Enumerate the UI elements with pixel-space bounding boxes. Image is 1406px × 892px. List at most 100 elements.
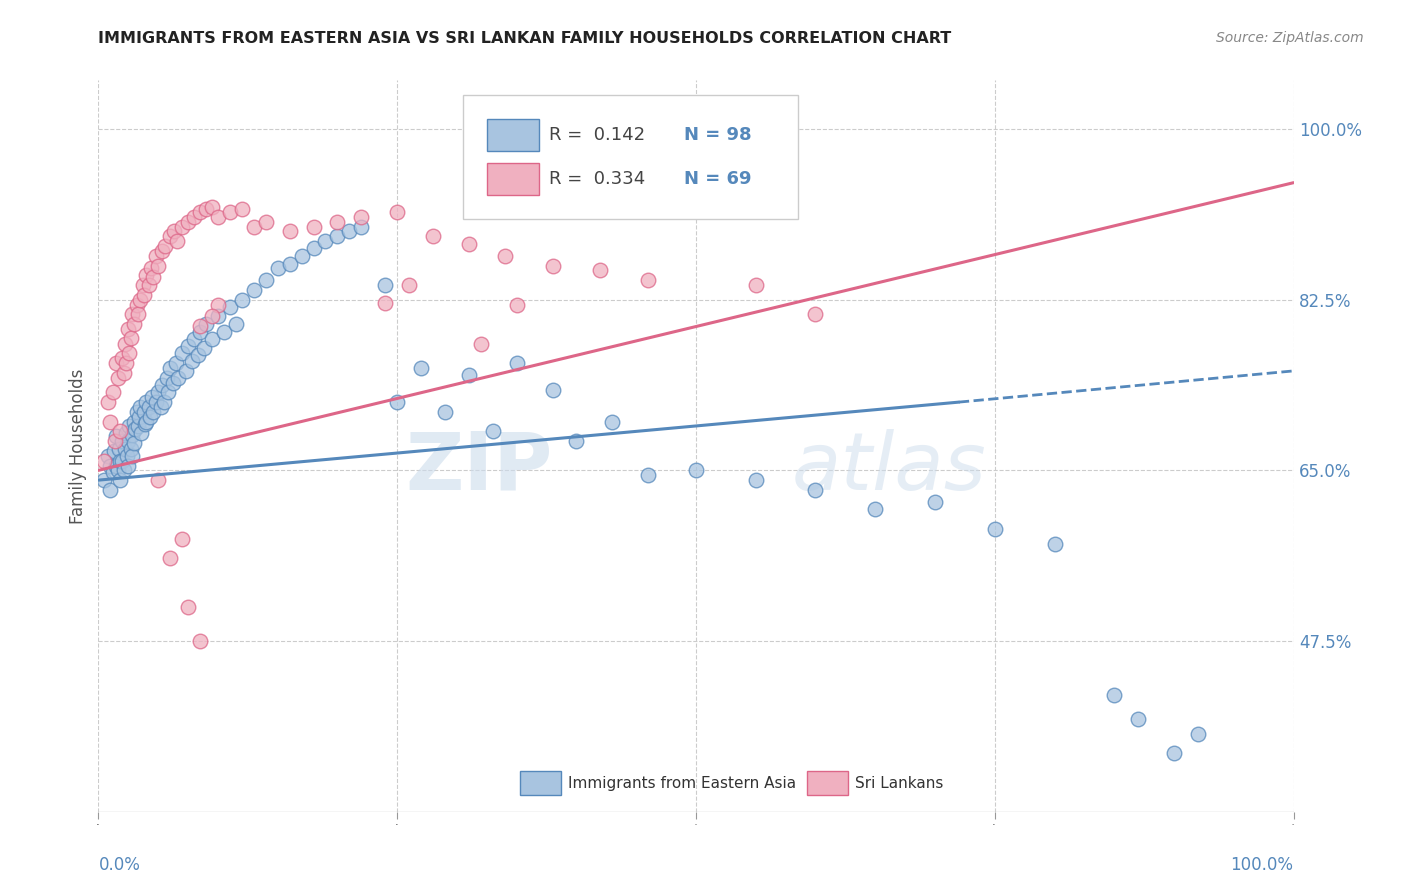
Point bbox=[225, 317, 247, 331]
Point bbox=[127, 307, 149, 321]
Point bbox=[302, 219, 325, 234]
Point bbox=[163, 224, 186, 238]
Point bbox=[124, 415, 146, 429]
Point bbox=[589, 263, 612, 277]
Point bbox=[107, 463, 129, 477]
Point bbox=[139, 260, 162, 275]
Point bbox=[411, 361, 433, 376]
FancyBboxPatch shape bbox=[486, 163, 540, 195]
Point bbox=[166, 234, 188, 248]
Point bbox=[148, 385, 170, 400]
Point bbox=[231, 202, 253, 216]
Text: Immigrants from Eastern Asia: Immigrants from Eastern Asia bbox=[568, 776, 796, 790]
Point bbox=[193, 342, 215, 356]
Point bbox=[111, 351, 134, 366]
Point bbox=[114, 336, 136, 351]
Point bbox=[243, 219, 266, 234]
Point bbox=[177, 599, 200, 614]
Point bbox=[339, 224, 360, 238]
Point bbox=[315, 234, 337, 248]
Point bbox=[470, 336, 492, 351]
Point bbox=[150, 377, 173, 392]
Point bbox=[433, 405, 456, 419]
Point bbox=[107, 370, 129, 384]
Point bbox=[111, 453, 134, 467]
Point bbox=[117, 434, 139, 449]
Point bbox=[326, 229, 349, 244]
Point bbox=[132, 405, 155, 419]
Point bbox=[155, 239, 177, 253]
Point bbox=[125, 405, 148, 419]
Point bbox=[98, 458, 122, 473]
FancyBboxPatch shape bbox=[520, 772, 561, 795]
Point bbox=[121, 428, 143, 442]
Point bbox=[131, 426, 153, 441]
Point bbox=[134, 417, 156, 431]
Point bbox=[108, 425, 131, 439]
Point bbox=[201, 200, 224, 214]
Point bbox=[149, 400, 172, 414]
Point bbox=[118, 346, 141, 360]
Point bbox=[172, 219, 194, 234]
Point bbox=[278, 224, 301, 238]
Point bbox=[291, 249, 314, 263]
Point bbox=[115, 356, 138, 370]
Point bbox=[124, 436, 146, 450]
Point bbox=[118, 419, 141, 434]
Point bbox=[159, 229, 181, 244]
Point bbox=[115, 426, 138, 441]
Point bbox=[153, 395, 176, 409]
Point bbox=[135, 395, 157, 409]
Point bbox=[458, 237, 481, 252]
Point bbox=[159, 551, 181, 566]
Point bbox=[565, 434, 588, 449]
Point bbox=[1102, 688, 1125, 702]
Text: Sri Lankans: Sri Lankans bbox=[855, 776, 943, 790]
FancyBboxPatch shape bbox=[807, 772, 848, 795]
Point bbox=[924, 494, 946, 508]
Point bbox=[162, 376, 184, 390]
Point bbox=[398, 278, 420, 293]
Text: Source: ZipAtlas.com: Source: ZipAtlas.com bbox=[1216, 31, 1364, 45]
Point bbox=[350, 219, 373, 234]
Point bbox=[105, 458, 128, 473]
Point bbox=[188, 205, 211, 219]
Point bbox=[120, 442, 142, 456]
Point bbox=[207, 297, 229, 311]
Point bbox=[374, 278, 396, 293]
Point bbox=[105, 356, 128, 370]
Text: N = 98: N = 98 bbox=[685, 126, 752, 145]
Point bbox=[139, 409, 162, 424]
Point bbox=[207, 210, 229, 224]
Point bbox=[194, 202, 218, 216]
Point bbox=[219, 300, 242, 314]
Point bbox=[385, 395, 409, 409]
Point bbox=[745, 278, 768, 293]
Point bbox=[984, 522, 1007, 536]
Point bbox=[112, 366, 135, 380]
Point bbox=[165, 356, 187, 370]
Text: atlas: atlas bbox=[792, 429, 987, 507]
Point bbox=[219, 205, 242, 219]
Point bbox=[97, 395, 120, 409]
Point bbox=[804, 307, 827, 321]
Point bbox=[135, 268, 157, 283]
Point bbox=[541, 259, 564, 273]
Point bbox=[167, 370, 190, 384]
Point bbox=[145, 395, 167, 409]
Text: R =  0.334: R = 0.334 bbox=[548, 170, 645, 188]
Point bbox=[93, 473, 115, 487]
Point bbox=[187, 348, 209, 362]
Point bbox=[150, 244, 173, 258]
Point bbox=[1187, 727, 1209, 741]
Point bbox=[172, 346, 194, 360]
Point bbox=[103, 443, 125, 458]
Text: IMMIGRANTS FROM EASTERN ASIA VS SRI LANKAN FAMILY HOUSEHOLDS CORRELATION CHART: IMMIGRANTS FROM EASTERN ASIA VS SRI LANK… bbox=[98, 31, 952, 46]
Point bbox=[243, 283, 266, 297]
Point bbox=[201, 310, 224, 324]
Point bbox=[212, 325, 235, 339]
Point bbox=[207, 310, 229, 324]
Point bbox=[142, 270, 165, 285]
Point bbox=[194, 317, 218, 331]
Point bbox=[804, 483, 827, 497]
